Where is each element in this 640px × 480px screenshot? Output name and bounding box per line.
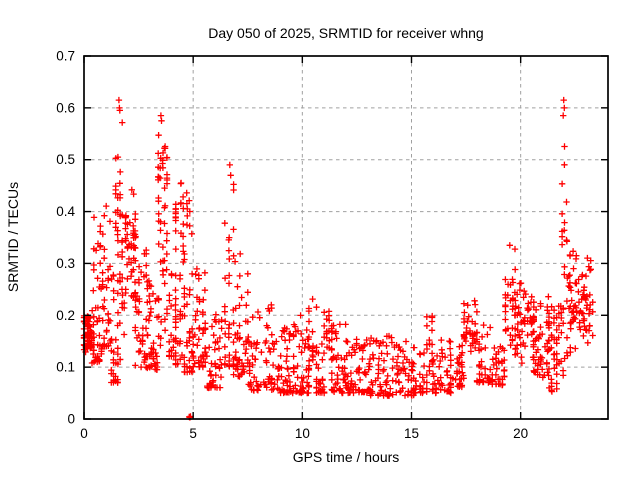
svg-text:0.1: 0.1 [56,360,75,375]
chart-title: Day 050 of 2025, SRMTID for receiver whn… [208,25,483,41]
svg-text:0.4: 0.4 [56,204,75,219]
svg-text:0: 0 [80,426,88,441]
svg-text:0: 0 [67,412,75,427]
x-axis-label: GPS time / hours [293,449,400,465]
y-axis-label: SRMTID / TECUs [5,182,21,292]
svg-text:0.5: 0.5 [56,152,75,167]
plot-border [83,55,609,420]
tick-labels: 0 5 10 15 20 0 0.1 0.2 0.3 0.4 0.5 0.6 0.7 [56,49,528,442]
svg-text:10: 10 [295,426,310,441]
gridlines [84,56,608,419]
svg-text:0.6: 0.6 [56,100,75,115]
scatter-points [80,96,596,421]
svg-text:0.7: 0.7 [56,49,75,64]
svg-text:5: 5 [189,426,197,441]
svg-text:0.2: 0.2 [56,308,75,323]
svg-text:20: 20 [513,426,528,441]
svg-text:15: 15 [404,426,419,441]
svg-text:0.3: 0.3 [56,256,75,271]
axis-ticks [83,55,608,420]
